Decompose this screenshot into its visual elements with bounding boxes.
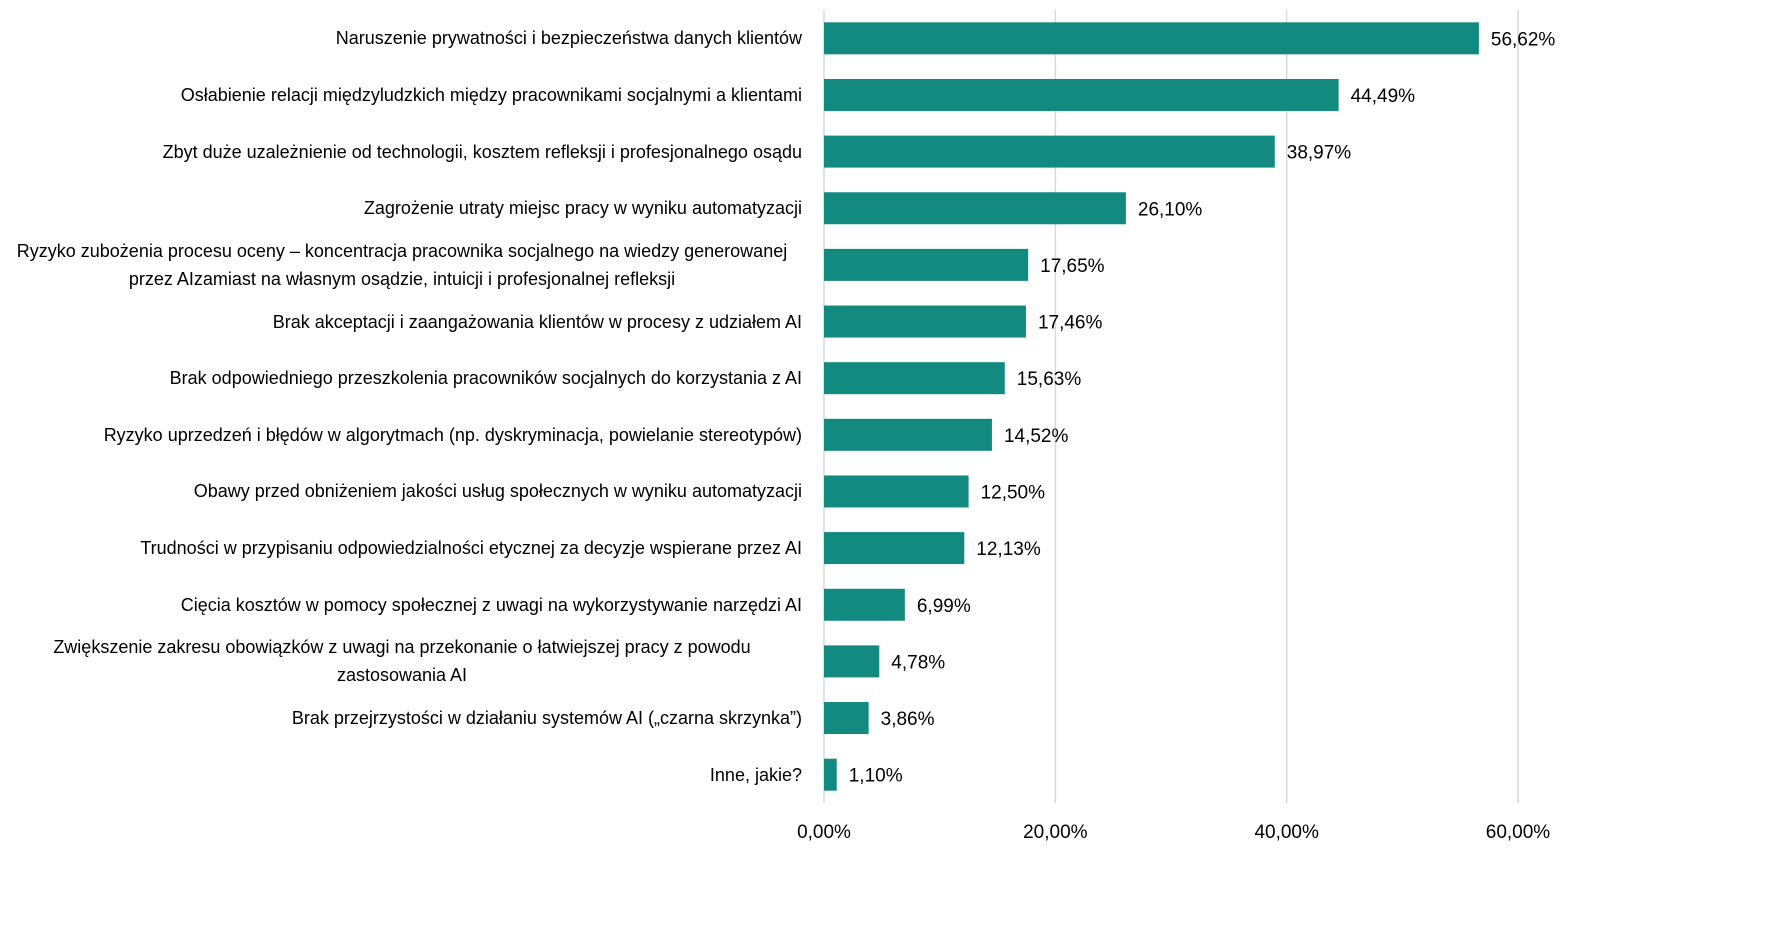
value-label: 12,50%	[981, 482, 1046, 503]
bar	[824, 305, 1026, 338]
value-label: 26,10%	[1138, 199, 1203, 220]
bar	[824, 532, 965, 565]
category-label: Brak przejrzystości w działaniu systemów…	[291, 708, 802, 729]
bar	[824, 645, 880, 678]
category-label: Ryzyko uprzedzeń i błędów w algorytmach …	[103, 424, 802, 445]
bar	[824, 588, 905, 621]
value-label: 14,52%	[1004, 426, 1069, 447]
category-label: Cięcia kosztów w pomocy społecznej z uwa…	[180, 594, 802, 615]
value-label: 6,99%	[917, 596, 971, 617]
category-label: Trudności w przypisaniu odpowiedzialnośc…	[140, 538, 802, 559]
bar	[824, 78, 1339, 111]
bar	[824, 475, 969, 508]
value-label: 12,13%	[976, 539, 1041, 560]
value-label: 15,63%	[1017, 369, 1082, 390]
category-label: Zbyt duże uzależnienie od technologii, k…	[162, 141, 802, 162]
x-tick-label: 0,00%	[797, 822, 851, 843]
bar	[824, 702, 869, 735]
value-label: 1,10%	[849, 766, 903, 787]
bar	[824, 192, 1126, 225]
category-label: Obawy przed obniżeniem jakości usług spo…	[193, 481, 802, 502]
bar	[824, 418, 992, 451]
bar	[824, 758, 837, 791]
category-label: Inne, jakie?	[709, 764, 802, 785]
x-tick-label: 20,00%	[1023, 822, 1088, 843]
value-label: 38,97%	[1287, 143, 1352, 164]
value-label: 44,49%	[1351, 86, 1416, 107]
category-label: Brak odpowiedniego przeszkolenia pracown…	[169, 368, 802, 389]
category-label: Naruszenie prywatności i bezpieczeństwa …	[335, 28, 802, 49]
value-label: 56,62%	[1491, 29, 1556, 50]
value-label: 4,78%	[891, 652, 945, 673]
bar	[824, 135, 1275, 168]
category-label: Zwiększenie zakresu obowiązków z uwagi n…	[53, 637, 751, 686]
category-label: Osłabienie relacji międzyludzkich między…	[180, 84, 802, 105]
x-tick-label: 40,00%	[1254, 822, 1319, 843]
category-label: Zagrożenie utraty miejsc pracy w wyniku …	[363, 198, 802, 219]
category-label: Brak akceptacji i zaangażowania klientów…	[272, 311, 802, 332]
value-label: 17,46%	[1038, 313, 1103, 334]
value-label: 17,65%	[1040, 256, 1105, 277]
bar	[824, 22, 1479, 55]
value-label: 3,86%	[881, 709, 935, 730]
category-label: Ryzyko zubożenia procesu oceny – koncent…	[16, 240, 788, 289]
bar	[824, 248, 1029, 281]
x-tick-label: 60,00%	[1486, 822, 1551, 843]
bar	[824, 362, 1005, 395]
